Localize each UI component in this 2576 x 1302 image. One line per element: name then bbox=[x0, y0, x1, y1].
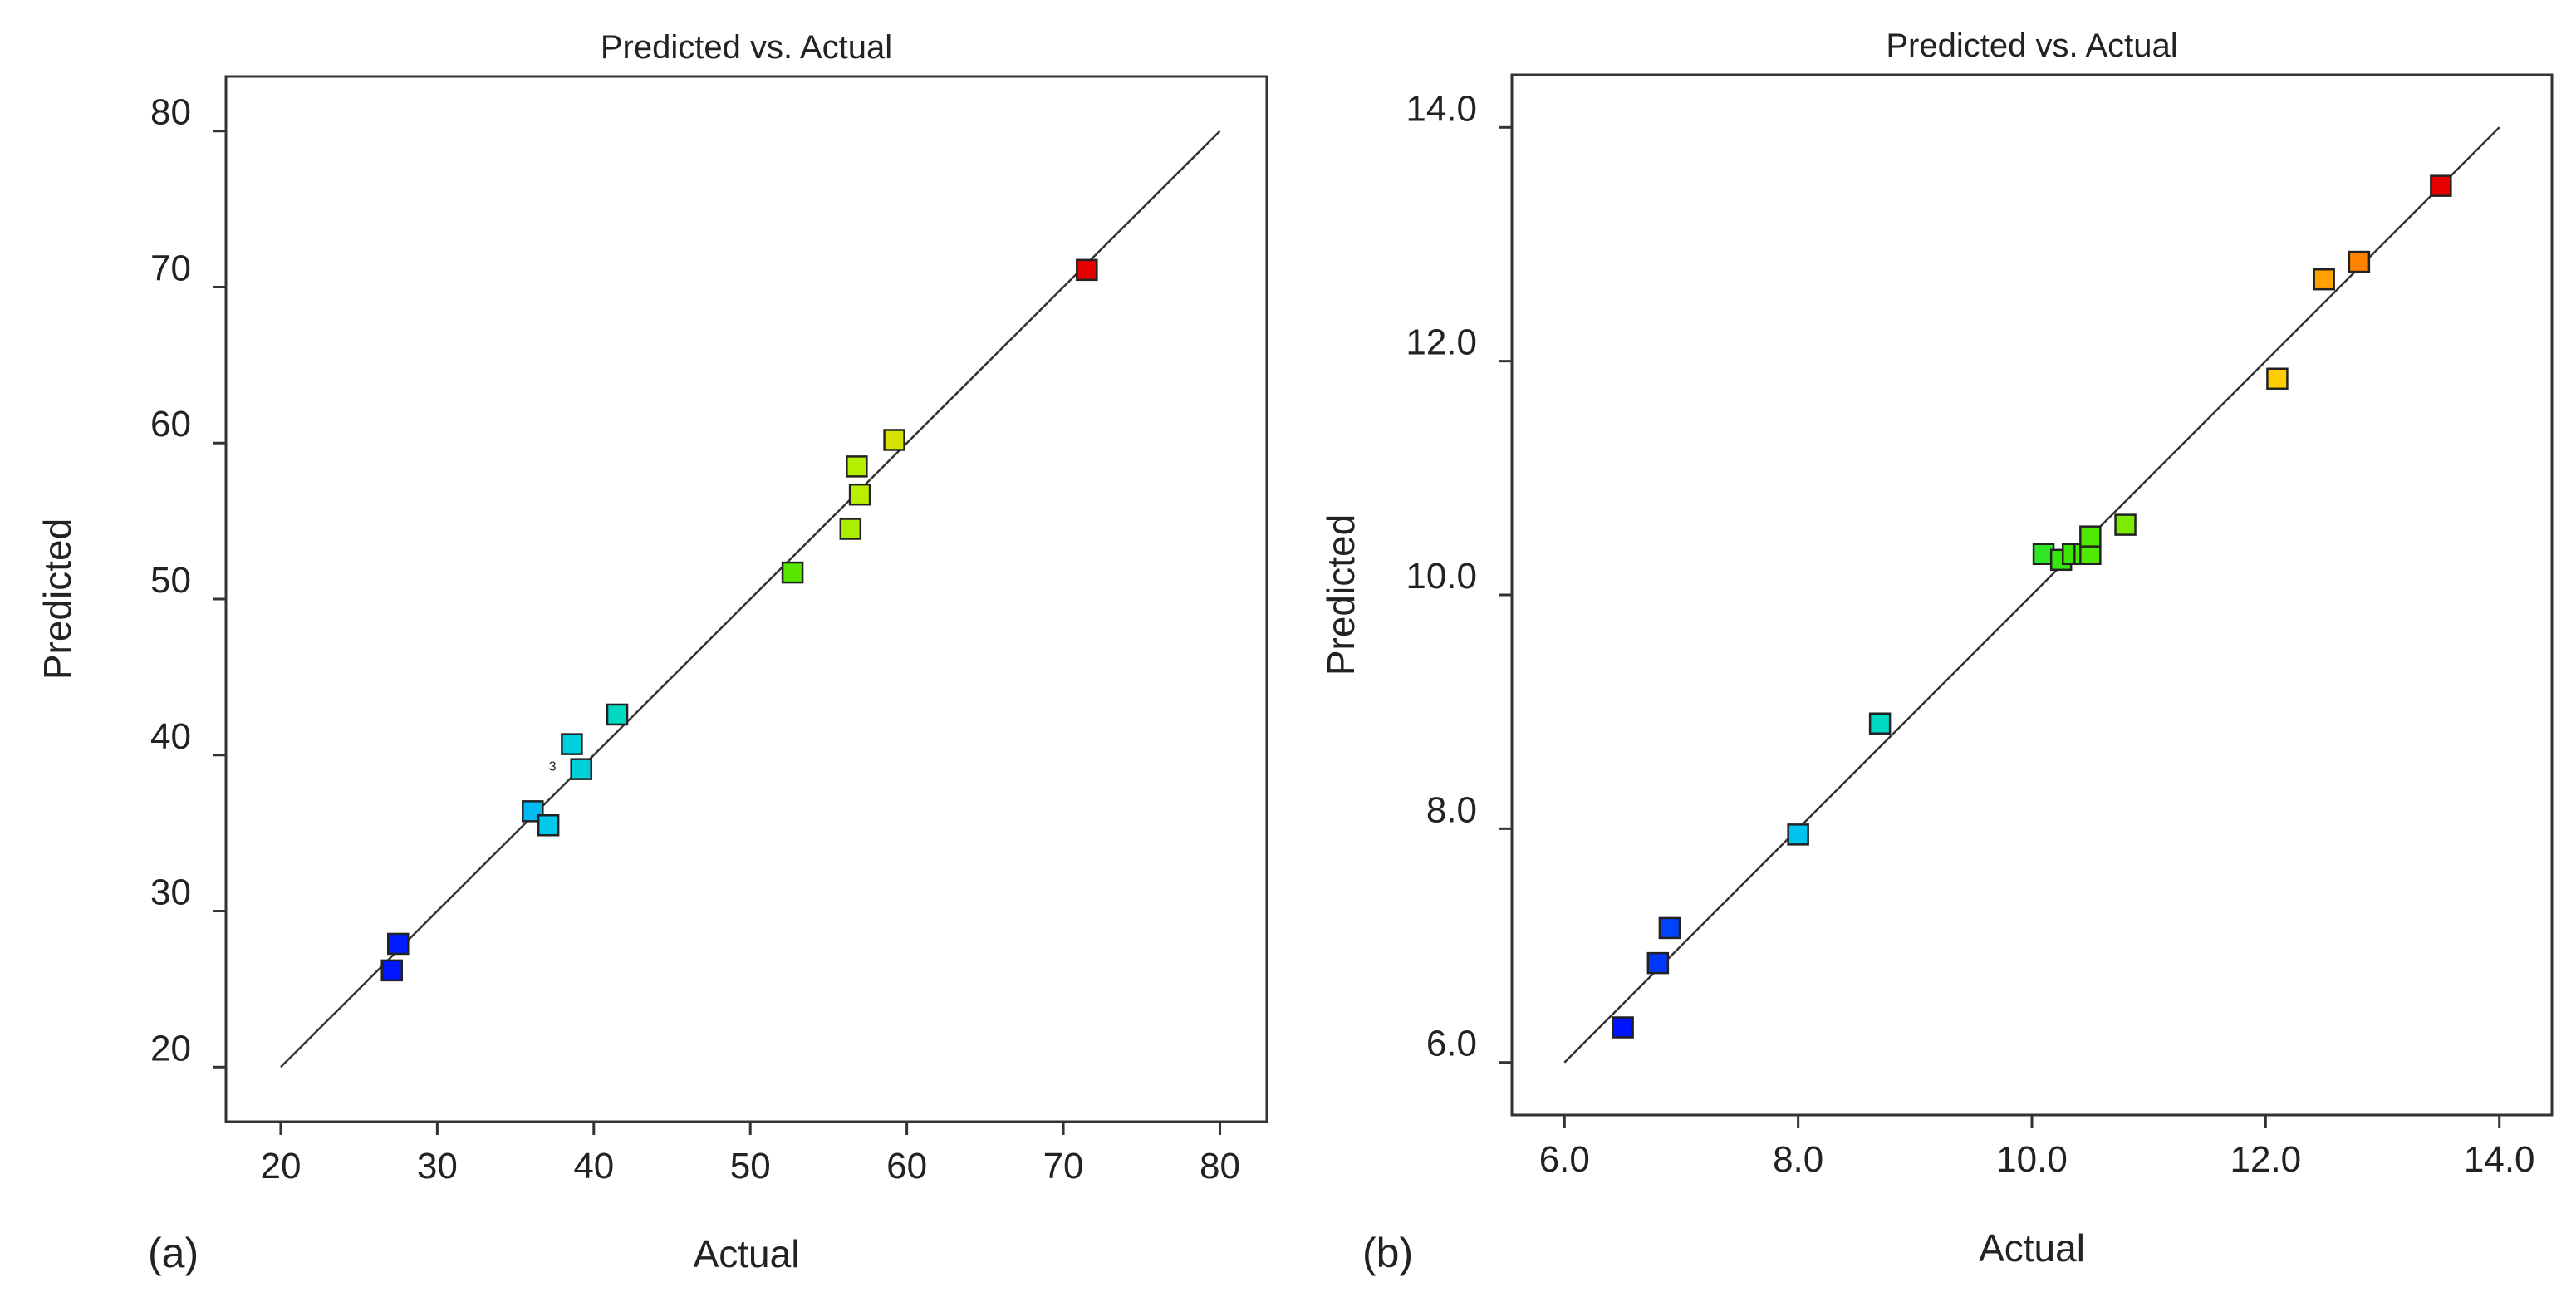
data-point bbox=[522, 800, 544, 823]
data-point bbox=[380, 959, 403, 982]
data-point bbox=[883, 429, 905, 451]
y-tick-label: 50 bbox=[150, 560, 191, 601]
data-point bbox=[606, 703, 629, 726]
x-tick-label: 6.0 bbox=[1539, 1139, 1590, 1180]
y-tick-label: 80 bbox=[150, 92, 191, 133]
y-tick-label: 70 bbox=[150, 248, 191, 288]
reference-line bbox=[1563, 126, 2500, 1064]
y-axis-label: Predicted bbox=[1319, 514, 1362, 676]
y-tick-label: 60 bbox=[150, 404, 191, 445]
x-tick-label: 80 bbox=[1200, 1146, 1240, 1187]
data-point bbox=[2266, 367, 2289, 391]
data-point bbox=[1787, 823, 1809, 846]
data-point bbox=[839, 518, 862, 540]
y-tick-label: 12.0 bbox=[1406, 322, 1477, 363]
data-point bbox=[848, 483, 871, 506]
panel-label: (a) bbox=[148, 1230, 199, 1276]
chart-title: Predicted vs. Actual bbox=[601, 29, 892, 66]
y-tick-label: 30 bbox=[150, 872, 191, 913]
x-tick-label: 12.0 bbox=[2230, 1139, 2302, 1180]
x-tick-label: 14.0 bbox=[2464, 1139, 2535, 1180]
data-point bbox=[1658, 916, 1681, 940]
y-tick-label: 20 bbox=[150, 1028, 191, 1069]
x-tick-label: 40 bbox=[573, 1146, 614, 1187]
data-point bbox=[846, 455, 868, 478]
data-point bbox=[2348, 250, 2371, 273]
data-point bbox=[2313, 268, 2335, 291]
x-tick-label: 8.0 bbox=[1773, 1139, 1823, 1180]
data-point bbox=[781, 561, 804, 584]
x-tick-label: 10.0 bbox=[1996, 1139, 2068, 1180]
x-tick-label: 60 bbox=[886, 1146, 927, 1187]
y-tick-label: 8.0 bbox=[1426, 789, 1477, 830]
x-tick-label: 30 bbox=[417, 1146, 458, 1187]
data-point bbox=[2430, 174, 2452, 197]
data-point bbox=[561, 733, 583, 755]
data-point bbox=[2114, 513, 2137, 536]
data-point bbox=[1868, 712, 1892, 735]
point-count-label: 3 bbox=[549, 760, 557, 774]
chart-title: Predicted vs. Actual bbox=[1886, 27, 2177, 64]
y-tick-label: 10.0 bbox=[1406, 556, 1477, 597]
data-point bbox=[2079, 525, 2102, 548]
panel-b: Predicted vs. Actual 6.0 8.0 10.0 12.0 14.0 6.… bbox=[1319, 27, 2554, 1276]
data-point bbox=[1076, 258, 1098, 282]
x-tick-label: 70 bbox=[1043, 1146, 1084, 1187]
x-axis-label: Actual bbox=[694, 1232, 800, 1275]
data-point bbox=[1646, 951, 1670, 975]
y-axis-label: Predicted bbox=[36, 518, 79, 680]
panel-label: (b) bbox=[1362, 1230, 1413, 1276]
x-tick-label: 50 bbox=[730, 1146, 771, 1187]
y-tick-label: 14.0 bbox=[1406, 88, 1477, 129]
x-tick-label: 20 bbox=[260, 1146, 301, 1187]
data-point bbox=[537, 814, 560, 837]
x-axis-label: Actual bbox=[1979, 1226, 2085, 1270]
y-tick-label: 6.0 bbox=[1426, 1024, 1477, 1064]
data-point bbox=[387, 932, 410, 956]
data-point bbox=[1612, 1016, 1634, 1039]
panel-a: Predicted vs. Actual 20 30 40 50 60 70 80 20 30 40… bbox=[36, 29, 1268, 1276]
y-tick-label: 40 bbox=[150, 716, 191, 757]
data-point bbox=[570, 758, 592, 780]
reference-line bbox=[280, 130, 1221, 1069]
